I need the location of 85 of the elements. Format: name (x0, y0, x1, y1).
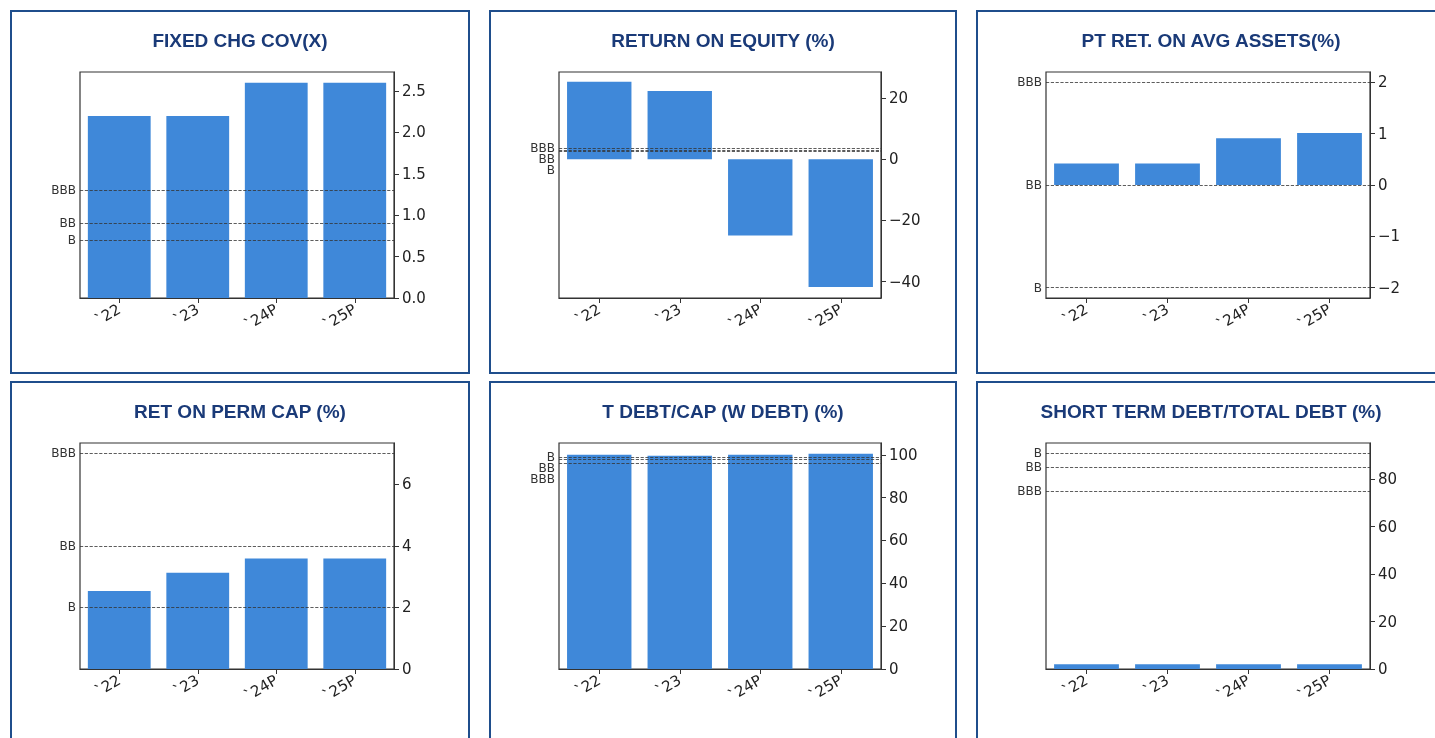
x-tick-label: `24P (240, 300, 281, 334)
y-tick-label: 20 (889, 89, 909, 108)
ref-line-label: B (1033, 446, 1042, 461)
ref-line-label: B (1033, 280, 1042, 295)
x-tick-label: `24P (724, 300, 765, 334)
y-tick-label: 1 (1378, 124, 1388, 143)
y-tick-label: 80 (889, 488, 909, 507)
x-tick-label: `23 (170, 671, 203, 701)
ref-line-label: BBB (51, 183, 76, 198)
y-tick-label: 0.5 (402, 247, 426, 266)
y-tick-label: 0 (889, 660, 899, 678)
y-tick-label: 40 (889, 574, 909, 593)
x-tick-label: `22 (91, 300, 124, 330)
y-tick-label: 2 (1378, 73, 1388, 92)
y-tick-label: 20 (889, 617, 909, 636)
bar (1297, 133, 1362, 185)
bar (1216, 138, 1281, 185)
ref-line-label: BB (1025, 178, 1042, 192)
x-tick-label: `24P (240, 671, 281, 705)
y-tick-label: 0 (402, 660, 412, 678)
chart-title: PT RET. ON AVG ASSETS(%) (1081, 30, 1341, 51)
x-tick-label: `24P (724, 671, 765, 705)
y-tick-label: 0 (889, 150, 899, 169)
bar (1135, 163, 1200, 185)
y-tick-label: −40 (889, 272, 921, 291)
x-tick-label: `24P (1213, 300, 1253, 334)
x-tick-label: `22 (1059, 671, 1091, 701)
y-tick-label: 0 (1378, 176, 1388, 194)
x-tick-label: `22 (1059, 300, 1091, 330)
x-tick-label: `22 (571, 300, 604, 330)
y-tick-label: −1 (1378, 227, 1401, 246)
x-tick-label: `23 (652, 671, 685, 701)
ref-line-label: B (546, 163, 555, 178)
y-tick-label: 1.0 (402, 206, 426, 225)
y-tick-label: −2 (1378, 278, 1401, 297)
chart-title: T DEBT/CAP (W DEBT) (%) (602, 401, 844, 422)
x-tick-label: `25P (319, 671, 360, 705)
x-tick-label: `25P (805, 300, 846, 334)
y-tick-label: 40 (1378, 565, 1398, 584)
y-tick-label: 20 (1378, 612, 1398, 631)
y-tick-label: 2 (402, 598, 412, 617)
x-tick-label: `22 (571, 671, 604, 701)
bar (808, 159, 873, 288)
chart-title: RET ON PERM CAP (%) (134, 401, 346, 422)
y-tick-label: 100 (889, 445, 918, 464)
ref-line-label: BB (1025, 460, 1042, 475)
y-tick-label: 60 (889, 531, 909, 550)
bar (647, 90, 712, 160)
y-tick-label: −20 (889, 211, 921, 230)
x-tick-label: `25P (1294, 300, 1334, 334)
bar (244, 558, 308, 669)
chart-title: FIXED CHG COV(X) (152, 30, 328, 51)
x-tick-label: `23 (170, 300, 203, 330)
ref-line-label: B (67, 600, 76, 615)
chart-title: SHORT TERM DEBT/TOTAL DEBT (%) (1040, 401, 1382, 422)
y-tick-label: 1.5 (402, 164, 426, 183)
y-tick-label: 2.5 (402, 82, 426, 101)
bar (567, 81, 632, 160)
ref-line-label: B (67, 233, 76, 248)
ref-line-label: BBB (51, 446, 76, 461)
bar (166, 572, 230, 669)
x-tick-label: `24P (1213, 671, 1253, 705)
x-tick-label: `23 (1140, 671, 1172, 701)
x-tick-label: `23 (1140, 300, 1172, 330)
ref-line-label: BB (59, 538, 76, 553)
y-tick-label: 4 (402, 536, 412, 555)
chart-title: RETURN ON EQUITY (%) (611, 30, 835, 51)
y-tick-label: 2.0 (402, 123, 426, 142)
y-tick-label: 80 (1378, 470, 1398, 489)
ref-line-label: BB (59, 216, 76, 231)
bar (323, 558, 387, 669)
x-tick-label: `25P (1294, 671, 1334, 705)
y-tick-label: 0.0 (402, 289, 426, 307)
ref-line-label: BBB (1017, 484, 1042, 499)
x-tick-label: `25P (319, 300, 360, 334)
ref-line-label: BBB (1017, 75, 1042, 90)
bar (728, 159, 793, 236)
x-tick-label: `22 (91, 671, 124, 701)
y-tick-label: 6 (402, 475, 412, 494)
bar (1054, 163, 1119, 185)
y-tick-label: 0 (1378, 660, 1388, 678)
bar (87, 591, 151, 669)
x-tick-label: `23 (652, 300, 685, 330)
x-tick-label: `25P (805, 671, 846, 705)
y-tick-label: 60 (1378, 517, 1398, 536)
